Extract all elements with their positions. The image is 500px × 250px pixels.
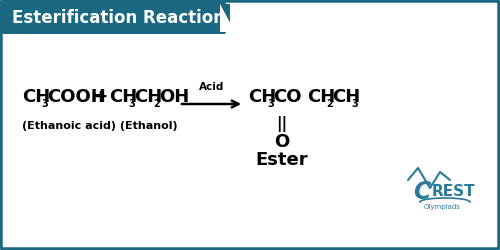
Text: REST: REST [432,184,476,200]
Text: +: + [87,88,115,106]
FancyBboxPatch shape [2,2,226,34]
Text: 2: 2 [326,99,333,109]
Text: 2: 2 [153,99,160,109]
Text: 3: 3 [41,99,48,109]
Bar [200,4,230,32]
Text: CH: CH [22,88,50,106]
Text: OH: OH [159,88,189,106]
Text: CH: CH [248,88,276,106]
Text: 3: 3 [267,99,274,109]
Text: Esterification Reaction: Esterification Reaction [12,9,225,27]
Text: CH: CH [109,88,137,106]
Polygon shape [220,4,235,32]
Text: 3: 3 [351,99,358,109]
Text: 3: 3 [128,99,135,109]
Text: CH: CH [332,88,360,106]
Text: CH: CH [134,88,162,106]
Text: COOH: COOH [47,88,106,106]
Text: (Ethanoic acid) (Ethanol): (Ethanoic acid) (Ethanol) [22,121,178,131]
Text: CH: CH [307,88,335,106]
Text: Ester: Ester [256,151,308,169]
Text: ||: || [276,116,287,132]
Text: Acid: Acid [199,82,224,92]
Text: Olympiads: Olympiads [424,204,461,210]
Text: O: O [274,133,289,151]
Text: CO: CO [273,88,302,106]
Text: C: C [414,180,430,204]
